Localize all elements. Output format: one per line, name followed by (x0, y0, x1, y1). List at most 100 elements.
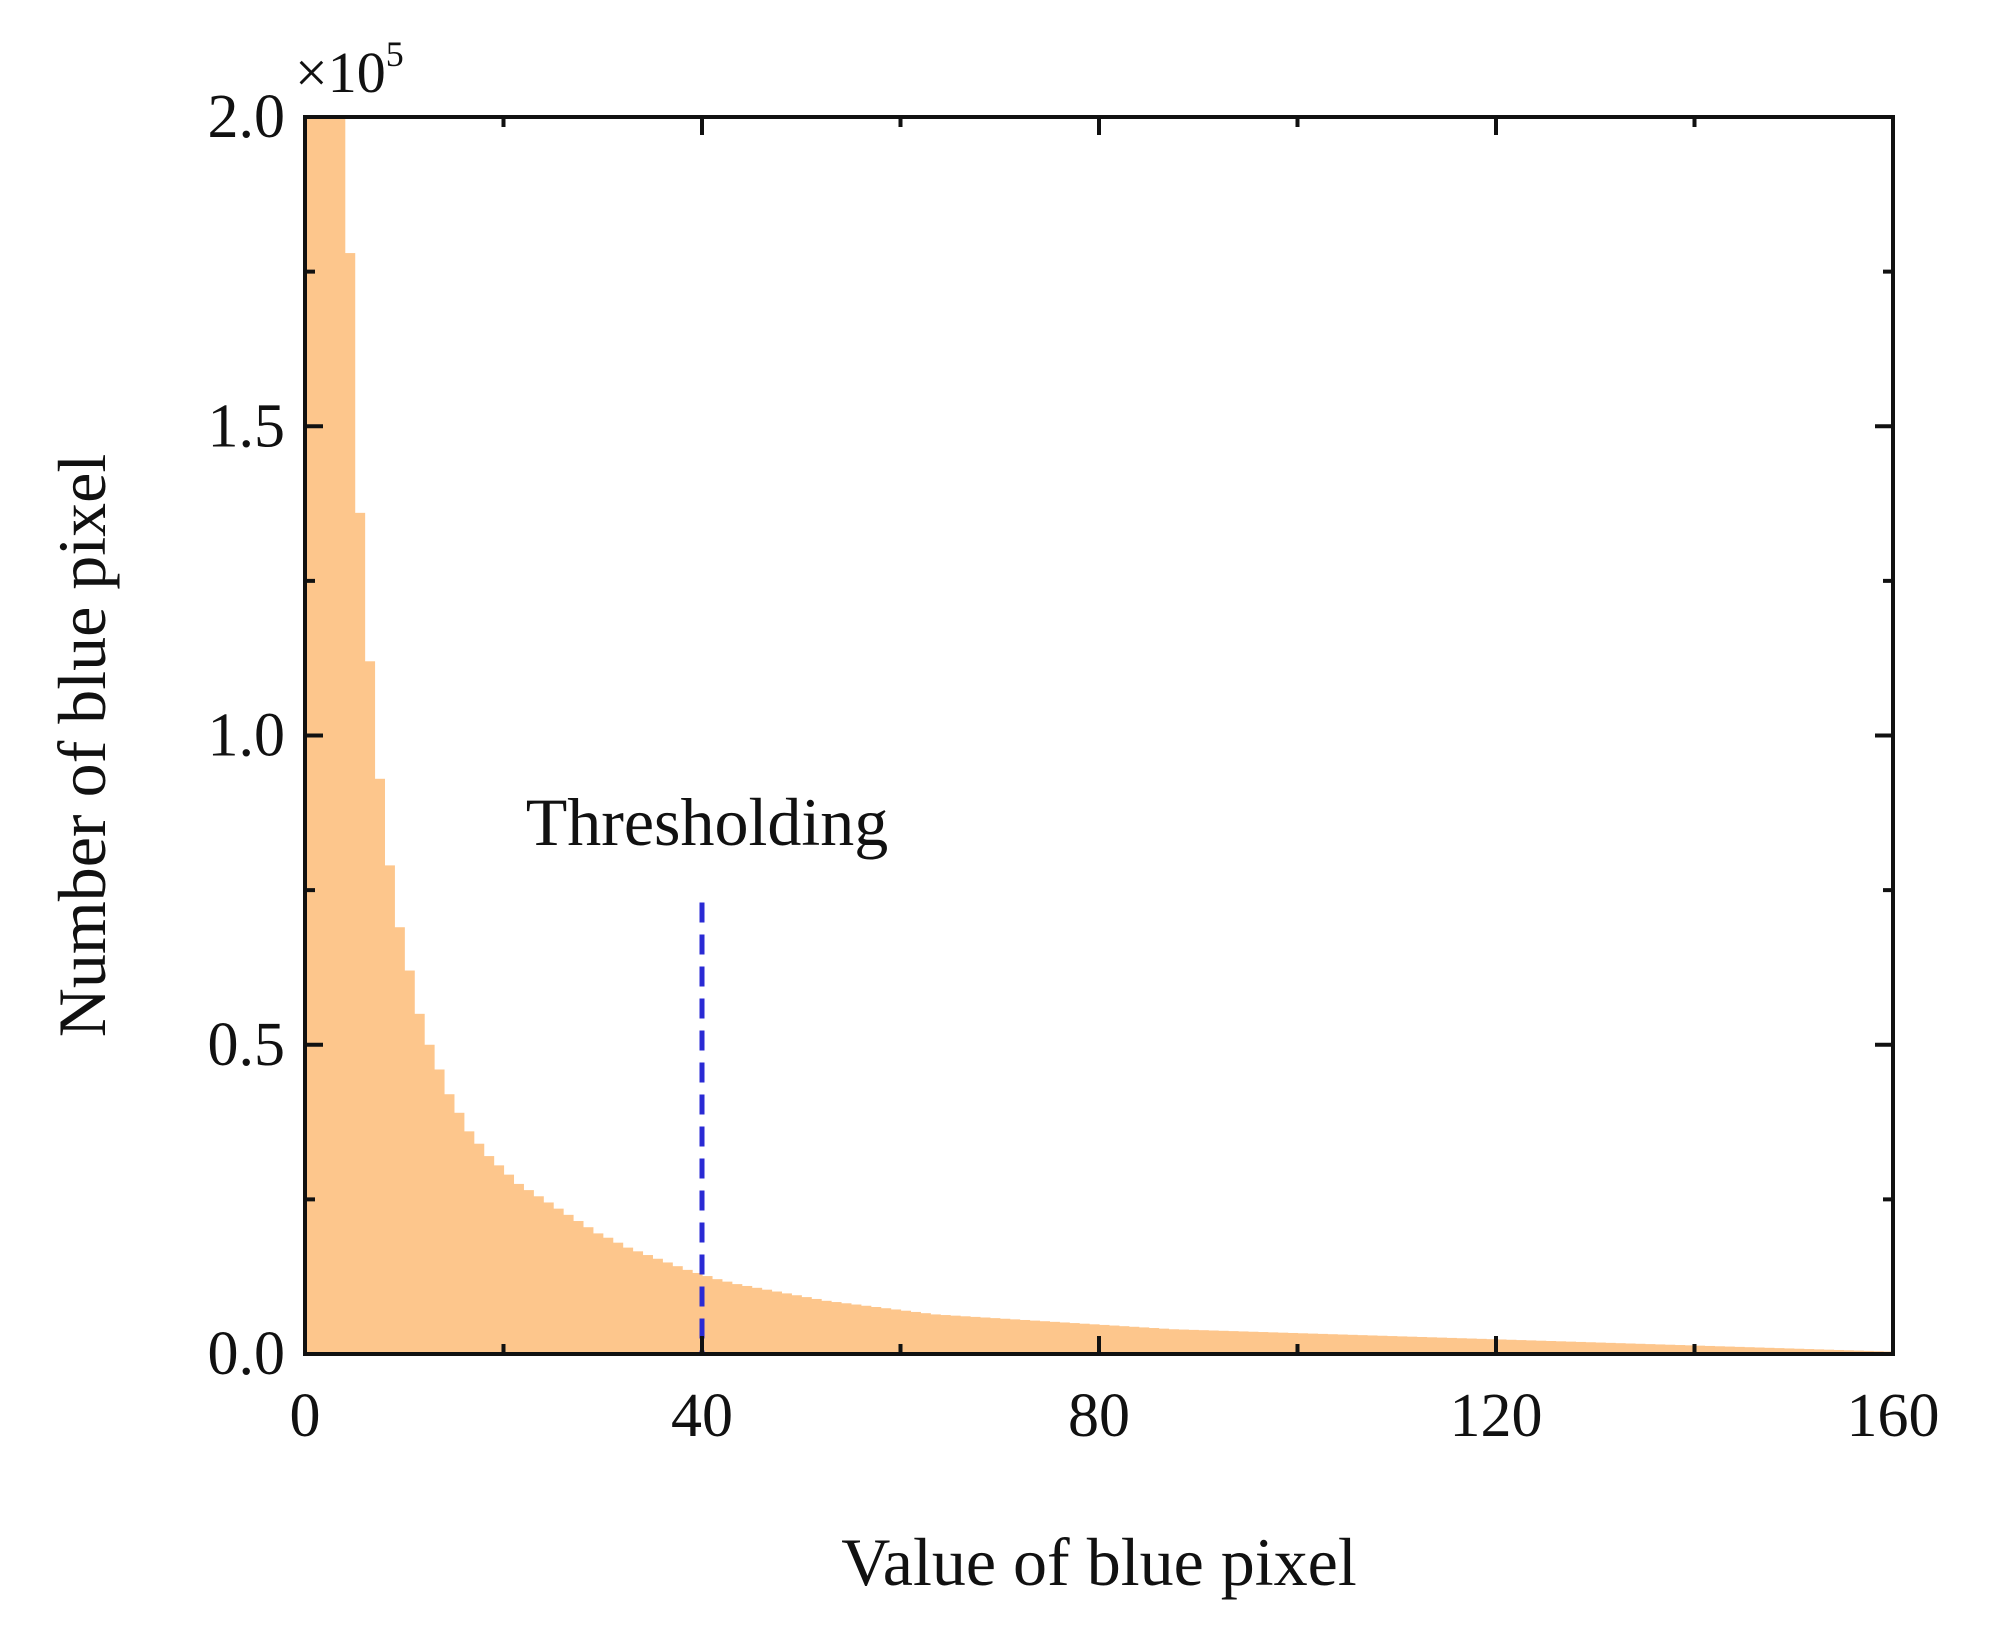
histogram-bar (1406, 1336, 1418, 1354)
x-tick-label: 120 (1450, 1382, 1543, 1450)
x-tick-label: 40 (671, 1382, 733, 1450)
y-tick-label: 2.0 (208, 83, 286, 151)
x-tick-label: 160 (1847, 1382, 1940, 1450)
histogram-bar (404, 970, 415, 1354)
histogram-bar (1565, 1341, 1576, 1354)
histogram-bar (1585, 1342, 1596, 1354)
histogram-bar (1059, 1322, 1070, 1354)
histogram-bar (1138, 1327, 1150, 1354)
histogram-bar (1049, 1321, 1060, 1354)
histogram-bar (523, 1190, 534, 1354)
histogram-bar (434, 1069, 445, 1354)
histogram-bar (1099, 1324, 1110, 1354)
histogram-bar (860, 1305, 872, 1354)
histogram-bar (394, 927, 405, 1354)
histogram-bar (781, 1293, 792, 1354)
histogram-bar (1079, 1323, 1090, 1354)
histogram-bar (1237, 1331, 1249, 1354)
plot-frame (303, 115, 1895, 1356)
x-tick-label: 0 (290, 1382, 321, 1450)
histogram-bar (374, 778, 385, 1354)
histogram-bar (463, 1131, 475, 1354)
histogram-bar (1823, 1349, 1835, 1354)
histogram-bar (1456, 1338, 1467, 1354)
histogram-bar (900, 1310, 912, 1354)
threshold-marker: Thresholding (526, 784, 888, 1354)
axis-labels: 0 40 80 120 160 0.0 0.5 1.0 1.5 2.0×105 Value of b… (44, 34, 1940, 1600)
histogram-bar (1069, 1323, 1080, 1354)
histogram-bar (364, 661, 376, 1354)
histogram-bar (1337, 1334, 1348, 1354)
histogram-bar (662, 1262, 673, 1354)
histogram-bar (771, 1291, 782, 1354)
histogram-bar (950, 1315, 961, 1354)
histogram-bar (1644, 1344, 1656, 1354)
histogram-bar (1734, 1346, 1745, 1354)
y-tick-label: 1.5 (208, 392, 286, 460)
histogram-bar (969, 1316, 981, 1354)
histogram-bar (582, 1227, 594, 1354)
histogram-bar (652, 1258, 663, 1354)
histogram-bar (324, 117, 336, 1354)
histogram-bar (1595, 1342, 1606, 1354)
axes (303, 115, 1895, 1356)
histogram-bar (1694, 1345, 1706, 1354)
histogram-bar (880, 1308, 892, 1354)
histogram-bar (831, 1302, 842, 1354)
y-tick-label: 1.0 (208, 702, 286, 770)
histogram-bar (1327, 1334, 1338, 1354)
histogram-bar (1287, 1332, 1299, 1354)
histogram-bar (1357, 1335, 1368, 1354)
histogram-bar (672, 1266, 683, 1354)
histogram-bar (741, 1285, 753, 1354)
histogram-bar (1535, 1340, 1547, 1354)
histogram-bar (1347, 1334, 1358, 1354)
histogram-bar (731, 1284, 743, 1354)
histogram-bar (1466, 1338, 1477, 1354)
histogram-bar (424, 1044, 435, 1354)
histogram-bar (553, 1208, 564, 1354)
histogram-bar (622, 1247, 634, 1354)
histogram-bar (1704, 1345, 1715, 1354)
y-tick-label: 0.5 (208, 1011, 286, 1079)
histogram-bar (1446, 1337, 1457, 1354)
histogram-bar (989, 1318, 1001, 1354)
histogram-bar (940, 1315, 951, 1354)
histogram-bar (979, 1317, 991, 1354)
histogram-bar (513, 1183, 524, 1354)
histogram-bar (890, 1309, 902, 1354)
histogram-bar (1783, 1348, 1795, 1354)
histogram-bar (632, 1251, 644, 1354)
histogram-bar (1664, 1344, 1676, 1354)
histogram-bar (1148, 1328, 1160, 1354)
histogram-bar (1366, 1335, 1378, 1354)
histogram-bar (533, 1196, 544, 1354)
histogram-bar (811, 1298, 822, 1354)
histogram-bar (1744, 1347, 1755, 1354)
histogram-bar (1515, 1340, 1527, 1354)
histogram-bar (1257, 1332, 1269, 1354)
histogram-bar (1128, 1326, 1140, 1354)
histogram-bar (1555, 1341, 1567, 1354)
histogram-bar (1714, 1346, 1725, 1354)
histogram-bar (751, 1287, 763, 1354)
histogram-bar (1625, 1343, 1636, 1354)
histogram-bar (1267, 1332, 1279, 1354)
histogram-bar (1317, 1333, 1328, 1354)
histogram-bar (1615, 1343, 1626, 1354)
histogram-bar (1188, 1329, 1199, 1354)
histogram-bar (791, 1295, 802, 1354)
histogram-bar (503, 1174, 515, 1354)
histogram-bar (999, 1318, 1011, 1354)
histogram-bar (960, 1316, 971, 1354)
histogram-bar (1277, 1332, 1289, 1354)
histogram-bar (453, 1112, 465, 1354)
histogram-bar (1436, 1337, 1447, 1354)
histogram-bar (1674, 1345, 1686, 1354)
histogram-bar (1754, 1347, 1765, 1354)
histogram-bar (682, 1269, 693, 1354)
histogram-bar (1476, 1338, 1487, 1354)
y-tick-label: 0.0 (208, 1320, 286, 1388)
histogram-bar (1307, 1333, 1318, 1354)
